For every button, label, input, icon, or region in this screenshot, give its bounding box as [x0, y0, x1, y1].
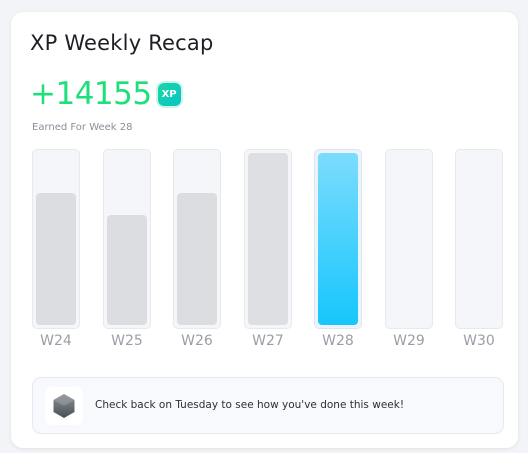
week-column-w29 — [385, 149, 433, 329]
week-bar — [177, 193, 217, 325]
xp-weekly-recap-card: XP Weekly Recap +14155 XP Earned For Wee… — [11, 12, 518, 448]
week-label: W26 — [181, 333, 213, 349]
check-back-notice: Check back on Tuesday to see how you've … — [32, 377, 504, 434]
card-title: XP Weekly Recap — [30, 31, 214, 55]
week-column-w30 — [455, 149, 503, 329]
week-label: W25 — [111, 333, 143, 349]
xp-caption: Earned For Week 28 — [32, 122, 133, 133]
week-bar — [318, 153, 358, 325]
week-label: W27 — [252, 333, 284, 349]
week-label: W28 — [322, 333, 354, 349]
week-bar — [107, 215, 147, 325]
week-column-w24 — [32, 149, 80, 329]
week-bar — [36, 193, 76, 325]
week-label: W24 — [40, 333, 72, 349]
week-bar — [248, 153, 288, 325]
hexagon-icon — [45, 387, 83, 425]
week-label: W29 — [393, 333, 425, 349]
xp-summary: +14155 XP — [30, 76, 181, 112]
week-column-w25 — [103, 149, 151, 329]
week-column-w26 — [173, 149, 221, 329]
xp-amount: +14155 — [30, 76, 152, 112]
week-column-w28 — [314, 149, 362, 329]
week-column-w27 — [244, 149, 292, 329]
xp-badge-icon: XP — [157, 82, 181, 106]
notice-text: Check back on Tuesday to see how you've … — [95, 399, 405, 411]
week-label: W30 — [463, 333, 495, 349]
